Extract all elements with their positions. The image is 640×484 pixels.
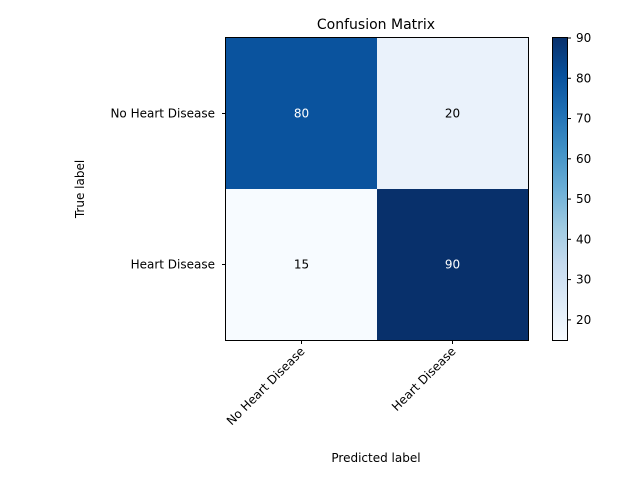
colorbar-tick-label: 70 — [576, 112, 591, 126]
y-axis-label: True label — [73, 160, 87, 219]
y-tick-label: No Heart Disease — [110, 107, 215, 121]
colorbar — [552, 37, 568, 341]
cell-value-label: 15 — [294, 258, 309, 272]
x-axis-ticks: No Heart Disease Heart Disease — [224, 340, 459, 428]
x-tick-label: Heart Disease — [389, 344, 459, 414]
colorbar-tick-label: 90 — [576, 31, 591, 45]
heatmap-cells — [226, 38, 528, 340]
chart-title: Confusion Matrix — [317, 17, 435, 33]
heatmap-cell — [377, 38, 528, 189]
x-axis-label: Predicted label — [331, 451, 420, 465]
heatmap-cell — [226, 38, 377, 189]
heatmap-cell — [377, 189, 528, 340]
colorbar-tick-label: 60 — [576, 152, 591, 166]
heatmap-cell-labels: 80 20 15 90 — [294, 107, 460, 272]
colorbar-tick-label: 80 — [576, 71, 591, 85]
x-tick-label: No Heart Disease — [224, 344, 308, 428]
cell-value-label: 80 — [294, 107, 309, 121]
colorbar-ticks: 20 30 40 50 60 70 80 90 — [567, 31, 591, 327]
y-tick-label: Heart Disease — [131, 258, 215, 272]
cell-value-label: 20 — [445, 107, 460, 121]
colorbar-tick-label: 30 — [576, 273, 591, 287]
colorbar-tick-label: 50 — [576, 192, 591, 206]
y-axis-ticks: No Heart Disease Heart Disease — [110, 107, 226, 272]
plot-frame — [225, 37, 529, 341]
cell-value-label: 90 — [445, 258, 460, 272]
colorbar-tick-label: 20 — [576, 313, 591, 327]
heatmap-cell — [226, 189, 377, 340]
colorbar-tick-label: 40 — [576, 232, 591, 246]
